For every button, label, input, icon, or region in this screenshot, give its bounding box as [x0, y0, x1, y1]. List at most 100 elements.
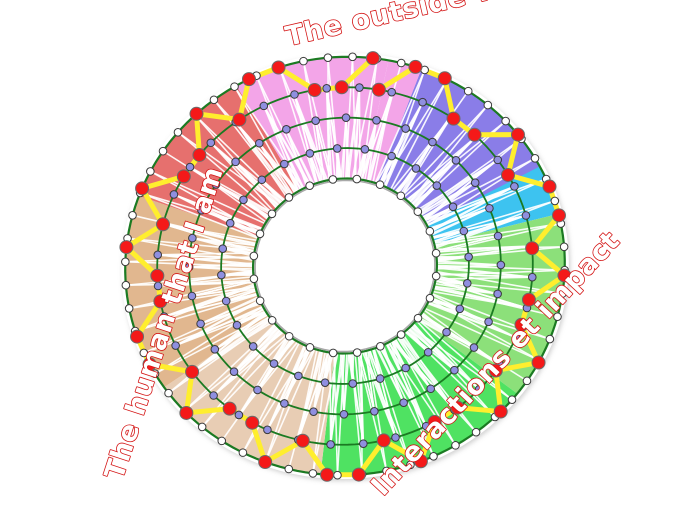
node-white — [545, 334, 555, 344]
node-purple — [432, 181, 442, 190]
node-purple — [282, 125, 291, 134]
node-highlight — [271, 60, 286, 75]
node-purple — [451, 156, 461, 165]
node-purple — [493, 231, 503, 241]
node-white — [308, 469, 318, 478]
node-highlight — [413, 454, 428, 469]
node-purple — [387, 87, 396, 97]
node-white — [249, 251, 259, 261]
node-purple — [231, 157, 240, 167]
node-highlight — [446, 111, 461, 126]
node-white — [413, 313, 423, 323]
node-highlight — [450, 400, 465, 415]
node-white — [284, 331, 294, 341]
node-highlight — [365, 51, 380, 66]
node-white — [328, 348, 338, 358]
node-white — [158, 146, 168, 156]
node-purple — [511, 333, 521, 342]
node-highlight — [437, 71, 452, 86]
node-white — [230, 82, 239, 91]
node-white — [146, 167, 155, 176]
node-purple — [248, 342, 258, 351]
node-highlight — [557, 268, 572, 283]
node-purple — [442, 327, 451, 337]
node-purple — [269, 359, 279, 368]
node-white — [483, 100, 493, 110]
node-purple — [184, 262, 194, 272]
node-white — [333, 470, 342, 480]
node-white — [507, 395, 517, 405]
node-purple — [229, 367, 239, 376]
node-purple — [153, 250, 163, 260]
node-purple — [521, 211, 531, 220]
node-highlight — [130, 329, 145, 344]
node-highlight — [185, 364, 200, 379]
node-purple — [263, 425, 272, 435]
node-highlight — [222, 401, 237, 416]
node-highlight — [467, 127, 482, 142]
node-purple — [469, 343, 479, 352]
node-highlight — [376, 433, 391, 448]
node-purple — [280, 399, 289, 408]
node-highlight — [521, 292, 536, 307]
node-purple — [259, 101, 269, 111]
node-purple — [470, 178, 480, 187]
node-white — [249, 274, 259, 284]
graph-nodes — [119, 51, 572, 482]
node-white — [396, 58, 406, 68]
node-purple — [210, 345, 220, 354]
node-purple — [309, 407, 318, 417]
node-highlight — [320, 467, 335, 482]
node-white — [406, 460, 415, 470]
node-purple — [484, 317, 493, 327]
node-purple — [448, 202, 458, 212]
node-white — [413, 207, 423, 216]
node-highlight — [155, 217, 170, 232]
node-white — [429, 451, 438, 461]
node-purple — [428, 137, 437, 147]
node-purple — [372, 115, 381, 125]
node-purple — [426, 384, 435, 394]
node-purple — [294, 371, 303, 381]
node-purple — [455, 304, 465, 314]
node-white — [267, 209, 277, 219]
node-white — [375, 180, 385, 189]
node-white — [501, 116, 510, 126]
node-purple — [387, 151, 396, 161]
node-purple — [485, 203, 494, 213]
node-highlight — [232, 112, 247, 127]
node-purple — [370, 406, 379, 416]
node-white — [299, 56, 308, 66]
node-purple — [360, 145, 370, 154]
node-white — [217, 436, 227, 446]
node-highlight — [192, 147, 207, 162]
node-white — [522, 376, 532, 386]
node-highlight — [531, 355, 546, 370]
node-purple — [464, 252, 473, 262]
node-white — [128, 211, 137, 220]
node-purple — [188, 233, 197, 243]
node-white — [558, 289, 567, 298]
node-white — [305, 181, 314, 191]
node-purple — [253, 385, 262, 395]
node-white — [431, 248, 441, 258]
node-highlight — [153, 294, 168, 309]
node-purple — [320, 378, 330, 387]
node-highlight — [371, 82, 386, 97]
node-white — [164, 388, 173, 398]
node-white — [530, 153, 540, 163]
node-purple — [322, 84, 331, 93]
node-highlight — [258, 454, 273, 469]
node-purple — [474, 384, 484, 394]
node-purple — [339, 410, 349, 419]
node-purple — [493, 289, 502, 299]
node-white — [396, 330, 406, 339]
node-purple — [232, 320, 242, 330]
node-white — [255, 296, 265, 306]
node-highlight — [493, 404, 508, 419]
node-white — [150, 369, 160, 379]
node-white — [425, 293, 435, 303]
node-purple — [305, 149, 315, 158]
node-white — [553, 312, 562, 321]
node-purple — [411, 164, 421, 173]
